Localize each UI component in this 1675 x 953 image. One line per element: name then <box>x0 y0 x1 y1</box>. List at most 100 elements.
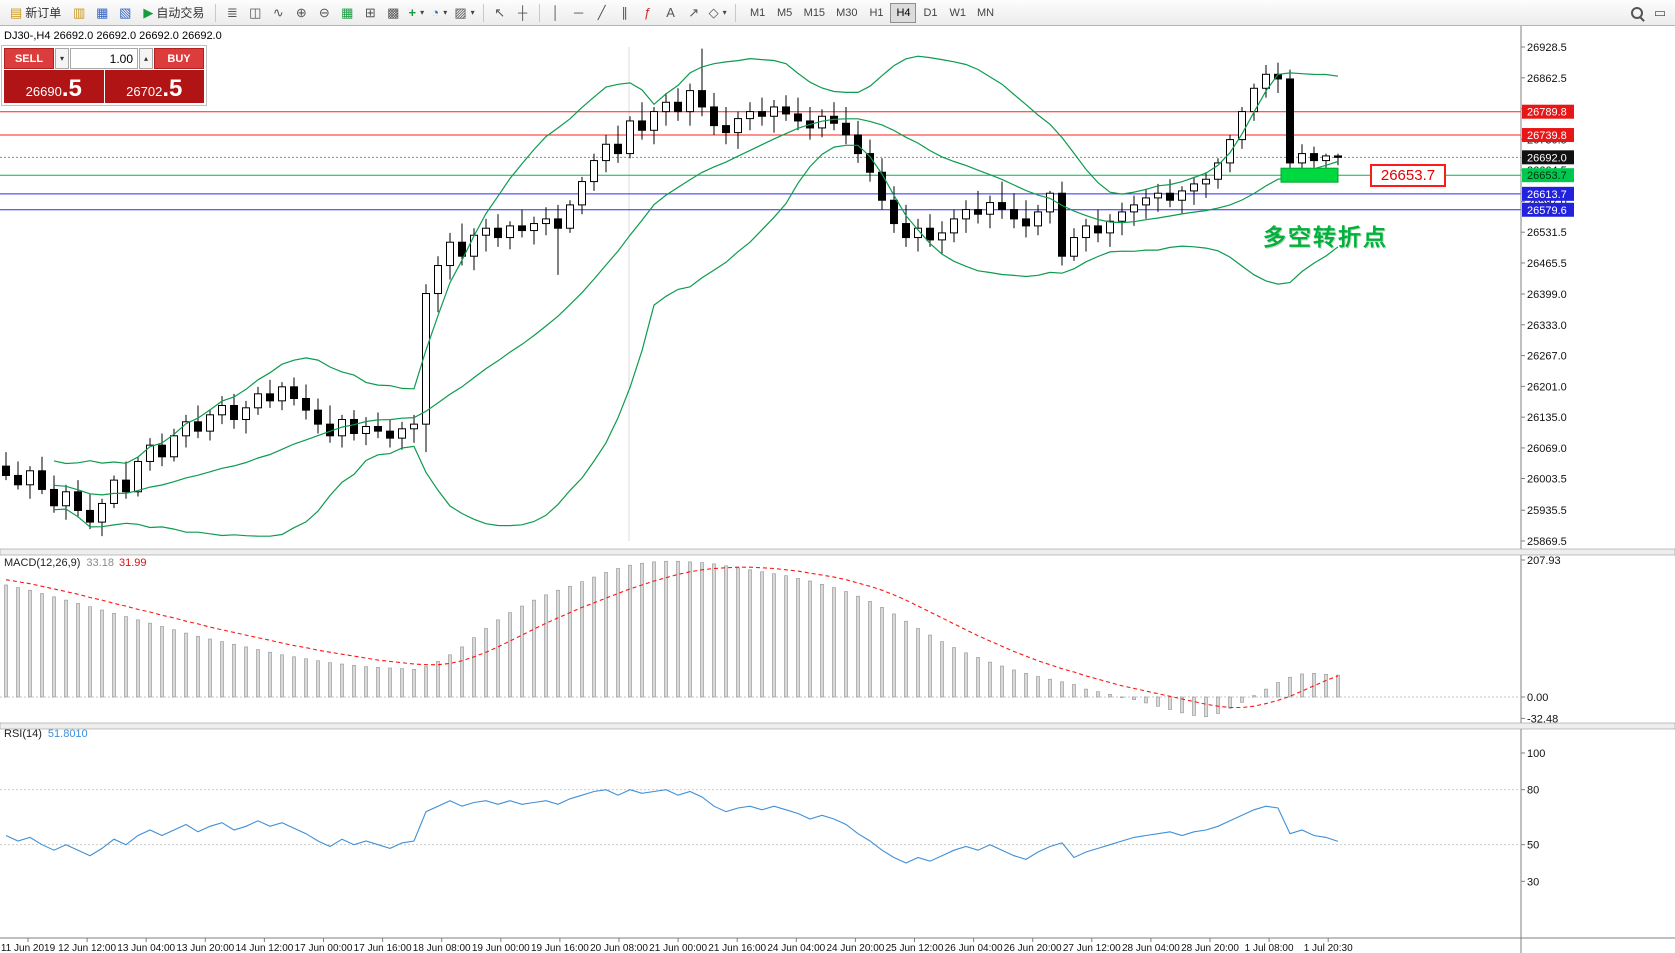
sell-price-box[interactable]: 26690.5 <box>4 70 104 103</box>
timeframe-button-h4[interactable]: H4 <box>890 2 917 23</box>
separator-main-macd[interactable] <box>0 548 1675 556</box>
time-axis-label: 17 Jun 16:00 <box>354 943 412 953</box>
indicators-button[interactable]: + ▾ <box>405 2 427 24</box>
line-chart-button[interactable]: ∿ <box>267 2 289 24</box>
candle-body <box>842 122 850 136</box>
chevron-down-icon: ▾ <box>470 8 475 17</box>
price-axis-label: 26135.0 <box>1527 412 1567 424</box>
timeframe-button-mn[interactable]: MN <box>972 3 999 23</box>
volume-increase-button[interactable]: ▴ <box>139 48 153 69</box>
horizontal-line-icon: ─ <box>574 5 584 20</box>
periods-button[interactable]: ◔ ▾ <box>428 2 450 24</box>
buy-button[interactable]: BUY <box>154 48 204 69</box>
market-watch-button[interactable]: ▦ <box>91 2 113 24</box>
text-tool-button[interactable]: A <box>660 2 682 24</box>
search-button[interactable] <box>1626 2 1648 24</box>
candle-body <box>770 106 778 117</box>
cascade-windows-button[interactable]: ▩ <box>382 2 404 24</box>
zoom-out-button[interactable]: ⊖ <box>313 2 335 24</box>
price-axis[interactable]: 26928.526862.526796.526730.526664.526597… <box>1521 42 1574 548</box>
timeframe-button-m15[interactable]: M15 <box>799 3 830 23</box>
price-axis-label: 26399.0 <box>1527 289 1567 301</box>
candle-body <box>494 227 502 239</box>
zoom-in-icon: ⊕ <box>295 5 307 20</box>
candle-body <box>974 209 982 215</box>
price-badge-26579.6: 26579.6 <box>1522 202 1574 217</box>
candle-body <box>146 444 154 462</box>
timeframe-button-m1[interactable]: M1 <box>745 3 771 23</box>
templates-button[interactable]: ▨ ▾ <box>451 2 477 24</box>
cursor-button[interactable]: ↖ <box>489 2 511 24</box>
new-order-icon: ▤ <box>10 5 23 20</box>
price-axis-label: 26531.5 <box>1527 227 1567 239</box>
navigator-button[interactable]: ▧ <box>114 2 136 24</box>
candle-body <box>38 470 46 490</box>
clock-icon: ◔ <box>431 5 440 20</box>
macd-axis[interactable]: 207.93 0.00 -32.48 <box>1521 555 1561 725</box>
separator-macd-rsi[interactable] <box>0 722 1675 730</box>
rsi-label: RSI(14) 51.8010 <box>4 728 88 740</box>
profiles-button[interactable]: ▥ <box>68 2 90 24</box>
grid-button[interactable]: ▦ <box>336 2 358 24</box>
rsi-axis-label: 30 <box>1527 876 1539 888</box>
arrows-button[interactable]: ↗ <box>683 2 705 24</box>
candle-body <box>14 474 22 486</box>
autotrading-button[interactable]: ▶ 自动交易 <box>137 2 210 24</box>
candle-body <box>2 465 10 476</box>
time-axis-label: 13 Jun 20:00 <box>176 943 234 953</box>
candle-body <box>1142 197 1150 206</box>
crosshair-button[interactable]: ┼ <box>512 2 534 24</box>
candle-body <box>302 397 310 411</box>
candle-body <box>1118 211 1126 222</box>
sell-button[interactable]: SELL <box>4 48 54 69</box>
highlight-box-annotation[interactable] <box>1280 167 1339 183</box>
volume-input[interactable]: 1.00 <box>70 48 138 69</box>
sell-price-big: .5 <box>61 75 82 102</box>
time-axis-label: 13 Jun 04:00 <box>117 943 175 953</box>
shapes-button[interactable]: ◇ ▾ <box>706 2 730 24</box>
rsi-axis[interactable]: 100 80 50 30 <box>1521 748 1545 888</box>
timeframe-button-m5[interactable]: M5 <box>772 3 798 23</box>
price-tag-annotation[interactable]: 26653.7 <box>1370 164 1446 187</box>
candle-body <box>734 118 742 134</box>
candle-body <box>650 111 658 131</box>
price-badge-26739.8: 26739.8 <box>1522 128 1574 143</box>
turning-point-annotation[interactable]: 多空转折点 <box>1263 224 1388 250</box>
timeframe-button-h1[interactable]: H1 <box>863 3 889 23</box>
channel-button[interactable]: ∥ <box>614 2 636 24</box>
candle-body <box>902 223 910 239</box>
candlestick-chart-button[interactable]: ◫ <box>244 2 266 24</box>
cursor-icon: ↖ <box>494 5 506 20</box>
price-axis-label: 26267.0 <box>1527 351 1567 363</box>
candle-body <box>470 234 478 257</box>
tile-windows-button[interactable]: ⊞ <box>359 2 381 24</box>
vertical-line-button[interactable]: │ <box>545 2 567 24</box>
candle-body <box>962 209 970 220</box>
price-badge-26653.7: 26653.7 <box>1522 168 1574 183</box>
time-axis[interactable]: 11 Jun 2019 12 Jun 12:00 13 Jun 04:00 13 Ju… <box>1 938 1353 953</box>
trendline-button[interactable]: ╱ <box>591 2 613 24</box>
timeframe-button-m30[interactable]: M30 <box>831 3 862 23</box>
vertical-line-icon: │ <box>551 5 560 20</box>
timeframe-button-w1[interactable]: W1 <box>944 3 971 23</box>
volume-decrease-button[interactable]: ▾ <box>55 48 69 69</box>
candle-body <box>1034 211 1042 227</box>
candle-body <box>1310 153 1318 162</box>
rsi-axis-label: 100 <box>1527 748 1545 760</box>
buy-price-box[interactable]: 26702.5 <box>104 70 204 103</box>
chart-canvas[interactable]: 26928.526862.526796.526730.526664.526597… <box>0 26 1675 953</box>
candle-body <box>698 90 706 108</box>
fibonacci-button[interactable]: ƒ <box>637 2 659 24</box>
text-tool-icon: A <box>666 5 675 20</box>
time-axis-label: 14 Jun 12:00 <box>235 943 293 953</box>
candle-body <box>1010 209 1018 220</box>
new-order-button[interactable]: ▤ 新订单 <box>4 2 67 24</box>
horizontal-line-button[interactable]: ─ <box>568 2 590 24</box>
zoom-in-button[interactable]: ⊕ <box>290 2 312 24</box>
data-window-button[interactable]: ▭ <box>1649 2 1671 24</box>
candle-body <box>1262 73 1270 89</box>
timeframe-button-d1[interactable]: D1 <box>917 3 943 23</box>
candle-body <box>746 111 754 120</box>
crosshair-icon: ┼ <box>518 5 528 20</box>
bar-chart-button[interactable]: ≣ <box>221 2 243 24</box>
